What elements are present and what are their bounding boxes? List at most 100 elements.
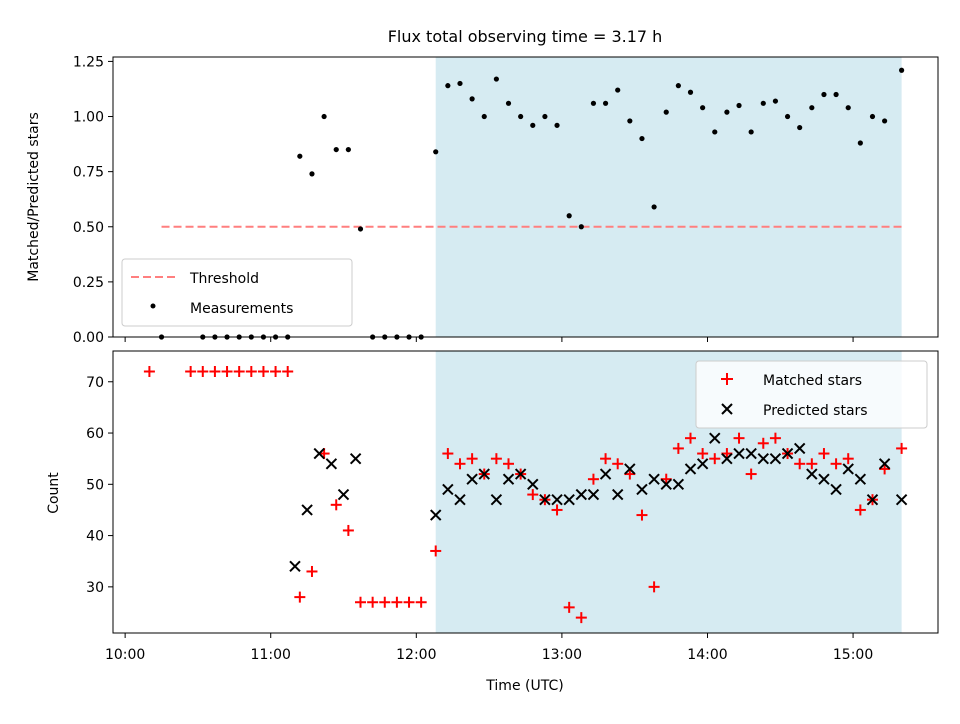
predicted-star-point [502,473,515,485]
matched-star-point [636,509,648,521]
matched-star-point [733,432,745,444]
measurement-point [687,89,694,95]
y-tick-label: 0.00 [73,330,104,346]
matched-star-point [143,366,155,378]
x-tick-label: 13:00 [542,647,582,663]
legend-threshold-label: Threshold [189,271,259,287]
matched-star-point [442,448,454,460]
chart-title: Flux total observing time = 3.17 h [388,27,663,46]
predicted-star-point [866,493,879,506]
x-axis-label: Time (UTC) [485,678,563,694]
legend-predicted-label: Predicted stars [763,403,868,419]
matched-star-point [221,366,233,378]
matched-star-point [355,596,366,608]
measurement-point [882,118,888,124]
predicted-star-point [563,493,575,506]
matched-star-point [306,565,318,577]
x-tick-label: 11:00 [251,647,291,663]
matched-star-point [209,366,221,378]
measurement-point [309,171,315,177]
predicted-star-point [684,463,697,475]
predicted-star-point [466,473,478,485]
measurement-point [724,109,730,115]
matched-star-point [709,453,721,465]
matched-star-point [415,596,427,608]
predicted-star-point [709,432,721,444]
matched-star-point [648,581,660,593]
measurement-point [433,149,439,155]
predicted-star-point [454,493,466,506]
matched-star-point [896,442,908,454]
matched-star-point [563,601,575,613]
predicted-star-point [349,452,362,465]
matched-star-point [185,366,197,378]
predicted-star-point [733,447,745,460]
matched-star-point [575,612,587,624]
matched-star-point [794,458,806,470]
matched-star-point [854,504,866,516]
matched-star-point [842,453,854,465]
matched-stars-series [143,366,908,624]
measurement-point [772,98,779,104]
predicted-star-point [325,458,338,470]
top-observing-window-shade [435,57,902,337]
predicted-star-point [611,488,624,501]
predicted-stars-series [289,432,908,573]
predicted-star-point [289,560,301,573]
measurement-point [518,113,524,120]
measurement-point [481,113,487,120]
matched-star-point [342,524,354,536]
bottom-axes-frame [112,350,939,634]
measurement-point [297,153,303,159]
matched-star-point [466,453,478,465]
measurements-series [158,67,905,340]
measurement-point [554,122,560,128]
measurement-point [321,113,327,120]
predicted-star-point [895,493,908,506]
predicted-star-point [696,458,709,470]
measurement-point [899,67,905,73]
legend-measurements-label: Measurements [190,301,293,317]
measurement-point [566,213,572,219]
y-tick-label: 40 [86,529,104,545]
top-axes-frame [112,56,939,338]
measurement-point [821,91,827,98]
bottom-x-axis-ticks: 10:00 11:00 12:00 13:00 14:00 15:00 [105,633,873,663]
measurement-point [857,140,863,146]
matched-star-point [197,366,209,378]
measurement-point [797,124,803,131]
matched-star-point [454,458,466,470]
matched-star-point [769,432,781,444]
predicted-star-point [842,463,854,475]
measurement-point [333,146,339,153]
measurement-point [493,76,499,82]
measurement-point [639,135,645,142]
measurement-point [833,91,839,98]
predicted-star-point [490,493,503,506]
measurement-point [736,102,742,109]
matched-star-point [757,437,769,449]
y-tick-label: 1.25 [73,54,104,70]
matched-star-point [806,458,818,470]
measurement-point [700,105,706,111]
matched-star-point [879,463,891,475]
y-tick-label: 1.00 [73,110,104,126]
measurement-point [784,113,791,120]
matched-star-point [233,366,245,378]
matched-star-point [503,458,515,470]
predicted-star-point [301,504,313,516]
predicted-star-point [660,478,672,491]
predicted-star-point [648,473,660,485]
predicted-star-point [769,452,782,465]
predicted-star-point [672,478,685,491]
bottom-panel: 30 40 50 60 70 10:00 11:00 12:00 13:00 14:00 15:0… [46,350,939,694]
measurement-point [602,100,609,106]
predicted-star-point [818,473,830,485]
predicted-star-point [527,478,539,491]
matched-star-point [587,473,599,485]
top-y-axis-label: Matched/Predicted stars [26,112,42,282]
matched-star-point [391,596,403,608]
measurement-point [590,100,597,106]
measurement-point [542,113,548,120]
legend-matched-swatch [721,373,733,385]
